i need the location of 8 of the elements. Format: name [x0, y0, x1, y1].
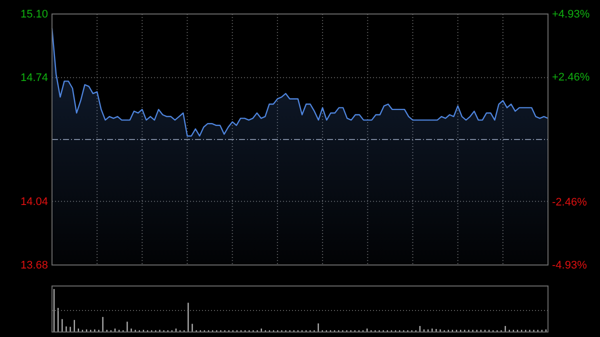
y-tick-label: 13.68 — [20, 260, 48, 272]
y2-tick-label: +2.46% — [552, 71, 590, 84]
y2-tick-label: -2.46% — [552, 196, 588, 209]
y-tick-label: 15.10 — [20, 8, 48, 21]
y-tick-label: 14.04 — [20, 196, 48, 208]
y-tick-label: 14.74 — [20, 72, 48, 84]
y2-tick-label: +4.93% — [552, 8, 590, 21]
y2-tick-label: -4.93% — [552, 260, 588, 272]
